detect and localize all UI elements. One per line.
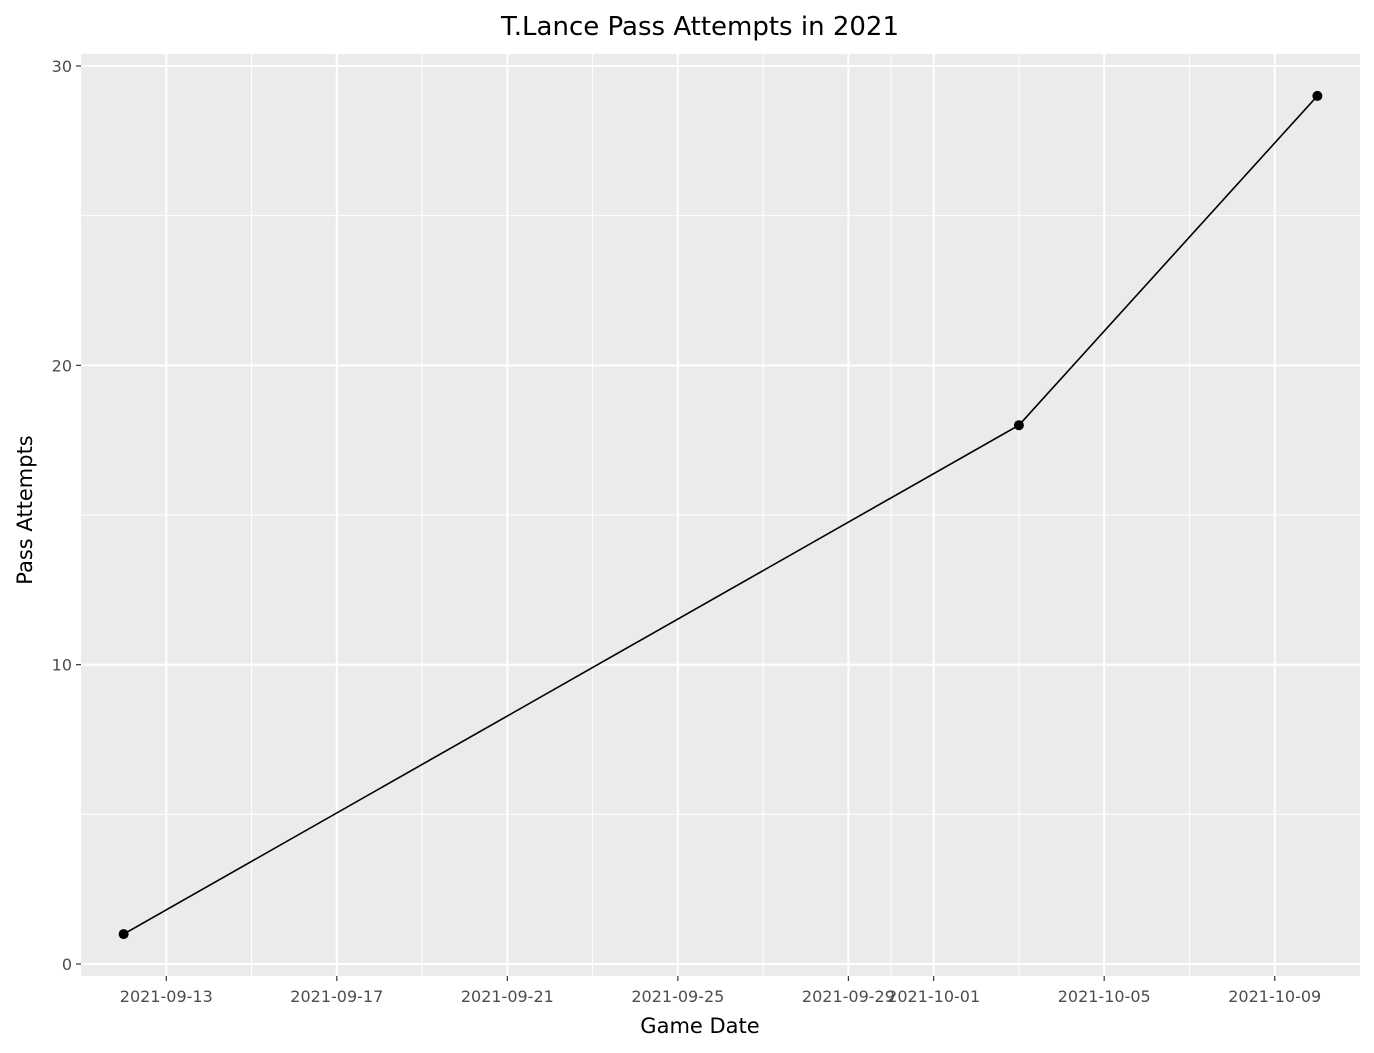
series-layer [118, 90, 1323, 940]
x-tick-label: 2021-10-05 [1058, 987, 1151, 1006]
minor-gridlines [81, 54, 1360, 976]
axis-ticks: 2021-09-13 2021-09-17 2021-09-21 2021-09-25… [52, 57, 1322, 1006]
y-tick-label: 20 [52, 356, 72, 375]
data-point [118, 929, 129, 940]
data-point [1312, 90, 1323, 101]
x-tick-label: 2021-09-25 [631, 987, 724, 1006]
x-tick-label: 2021-10-01 [887, 987, 980, 1006]
major-gridlines [81, 54, 1360, 976]
y-tick-label: 0 [62, 955, 72, 974]
x-axis-title: Game Date [640, 1014, 759, 1038]
x-tick-label: 2021-10-09 [1228, 987, 1321, 1006]
x-tick-label: 2021-09-29 [802, 987, 895, 1006]
y-axis-title: Pass Attempts [13, 435, 37, 585]
chart-title: T.Lance Pass Attempts in 2021 [500, 12, 899, 42]
x-tick-label: 2021-09-17 [290, 987, 383, 1006]
y-tick-label: 30 [52, 57, 72, 76]
x-tick-label: 2021-09-13 [120, 987, 213, 1006]
data-point [1013, 420, 1024, 431]
y-tick-label: 10 [52, 656, 72, 675]
x-tick-label: 2021-09-21 [461, 987, 554, 1006]
